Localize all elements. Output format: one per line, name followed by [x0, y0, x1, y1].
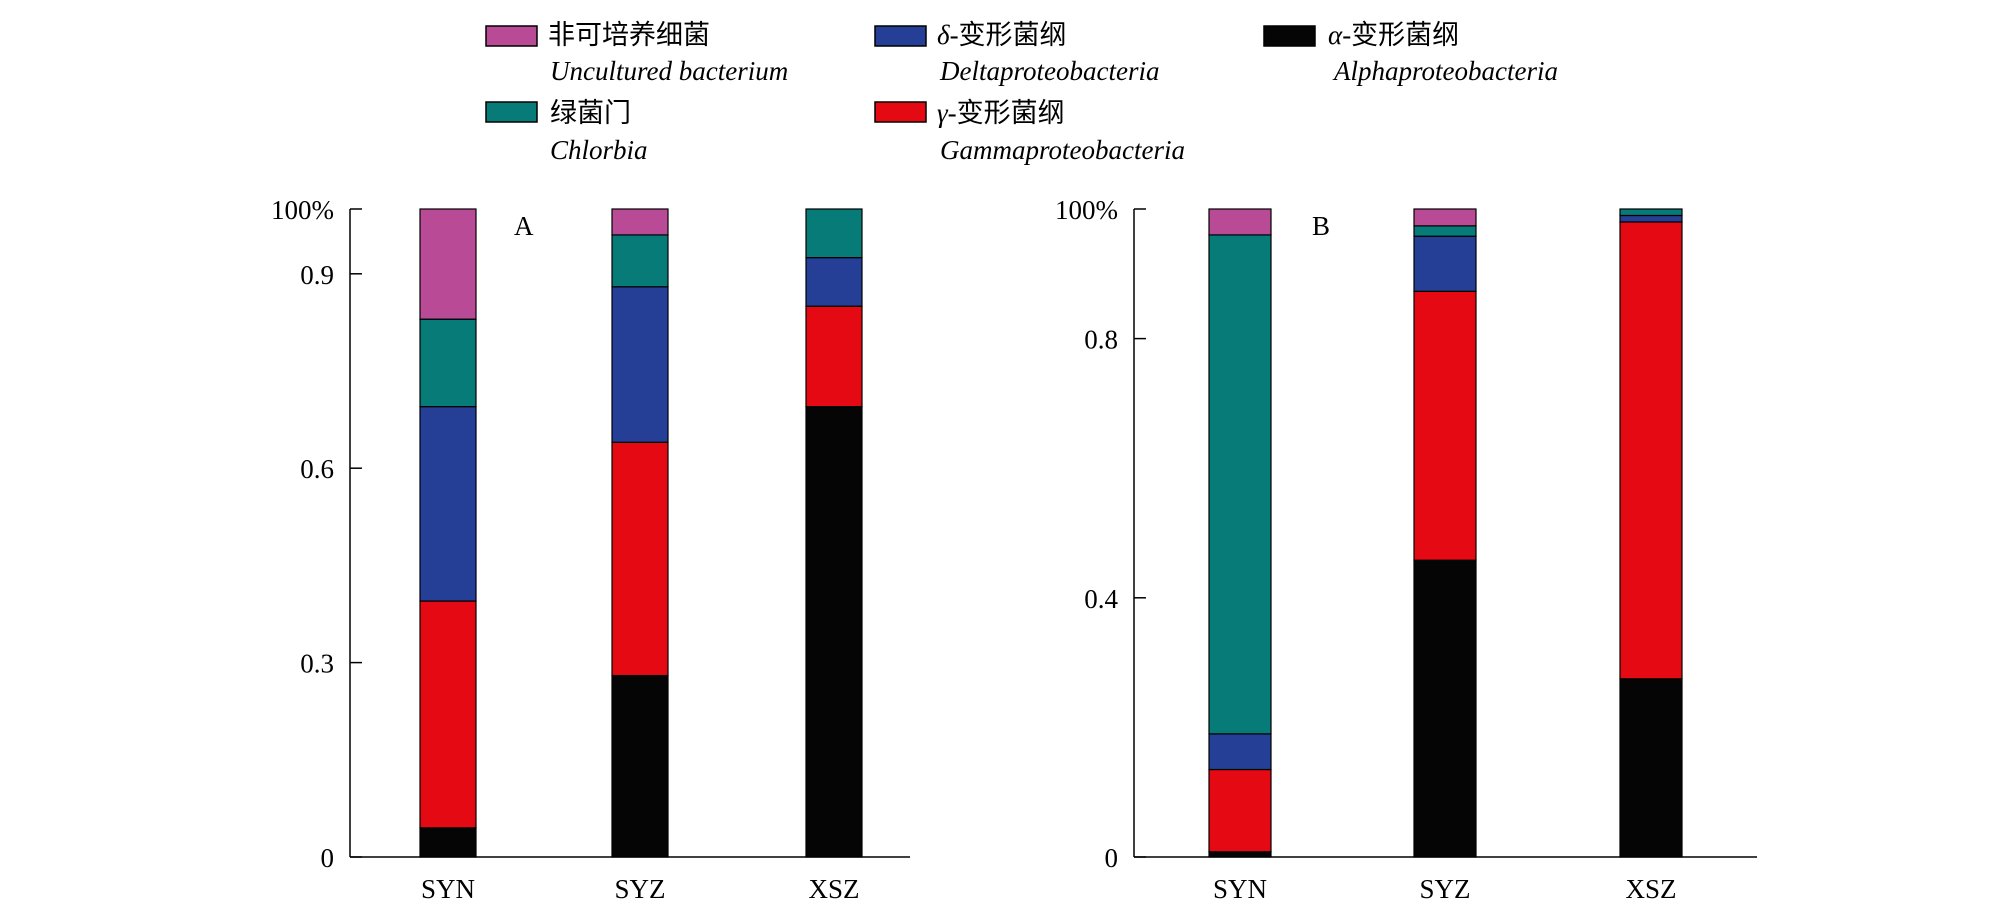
legend-swatch-delta: [874, 25, 927, 47]
panel-b-ytick-label: 0.4: [1084, 584, 1118, 614]
panel-a-label: A: [514, 211, 534, 241]
legend-latin-delta: Deltaproteobacteria: [939, 56, 1159, 86]
legend: 非可培养细菌 Uncultured bacterium δ-变形菌纲 Delta…: [485, 20, 1558, 165]
panel-a-ytick-label: 0.9: [300, 260, 334, 290]
panel-b-bar-syn-chlorbia: [1208, 234, 1272, 735]
panel-b-xlabel-syn: SYN: [1213, 874, 1267, 904]
panel-b-bar-syz-alphaproteobacteria: [1413, 559, 1477, 858]
panel-b-bar-syz-chlorbia: [1413, 225, 1477, 237]
panel-a-bar-syn-alphaproteobacteria: [419, 827, 477, 858]
panel-b-bar-syn-deltaproteobacteria: [1208, 733, 1272, 771]
panel-a-bar-syz-uncultured-bacterium: [611, 208, 669, 236]
legend-item-alpha: α-变形菌纲 Alphaproteobacteria: [1263, 20, 1558, 86]
panel-a-bar-syz-gammaproteobacteria: [611, 441, 669, 677]
panel-b-bar-syz-uncultured-bacterium: [1413, 208, 1477, 227]
panel-a-ytick-label: 0.6: [300, 454, 334, 484]
legend-swatch-alpha: [1263, 25, 1316, 47]
panel-b-ytick-label: 0.8: [1084, 325, 1118, 355]
panel-a-bar-syn-gammaproteobacteria: [419, 600, 477, 829]
legend-cn-alpha: α-变形菌纲: [1328, 20, 1459, 50]
panel-b-bar-syn-gammaproteobacteria: [1208, 768, 1272, 853]
panel-b-label: B: [1312, 211, 1330, 241]
panel-a-y-ticks: 0 0.3 0.6 0.9 100%: [271, 195, 362, 873]
panel-b-bar-syz-deltaproteobacteria: [1413, 235, 1477, 292]
legend-cn-gamma: γ-变形菌纲: [937, 98, 1065, 128]
panel-a-bar-syz-chlorbia: [611, 234, 669, 288]
legend-swatch-chlorbia: [485, 101, 538, 123]
panel-a-bar-syn-uncultured-bacterium: [419, 208, 477, 320]
panel-b-bars: [1208, 208, 1683, 858]
panel-b-x-labels: SYN SYZ XSZ: [1213, 874, 1677, 904]
legend-swatch-gamma: [874, 101, 927, 123]
legend-item-gamma: γ-变形菌纲 Gammaproteobacteria: [874, 98, 1185, 165]
panel-b-bar-syn-alphaproteobacteria: [1208, 851, 1272, 858]
panel-a-x-labels: SYN SYZ XSZ: [421, 874, 860, 904]
panel-b-y-ticks: 0 0.4 0.8 100%: [1055, 195, 1146, 873]
panel-a-xlabel-syz: SYZ: [614, 874, 665, 904]
panel-a-xlabel-xsz: XSZ: [808, 874, 859, 904]
panel-a-bar-syz-deltaproteobacteria: [611, 286, 669, 443]
panel-a-bars: [419, 208, 863, 858]
panel-b-ytick-label: 0: [1105, 843, 1119, 873]
legend-latin-uncultured: Uncultured bacterium: [550, 56, 788, 86]
panel-b-xlabel-syz: SYZ: [1419, 874, 1470, 904]
panel-b-xlabel-xsz: XSZ: [1625, 874, 1676, 904]
panel-b-bar-xsz-deltaproteobacteria: [1619, 214, 1683, 223]
panel-a-xlabel-syn: SYN: [421, 874, 475, 904]
panel-b-bar-syn-uncultured-bacterium: [1208, 208, 1272, 236]
panel-a-bar-syz-alphaproteobacteria: [611, 674, 669, 858]
panel-b-bar-xsz-alphaproteobacteria: [1619, 678, 1683, 858]
panel-a-bar-xsz-alphaproteobacteria: [805, 406, 863, 858]
panel-a-bar-syn-chlorbia: [419, 318, 477, 408]
legend-cn-chlorbia: 绿菌门: [550, 98, 631, 128]
panel-b-ytick-label: 100%: [1055, 195, 1118, 225]
legend-cn-delta: δ-变形菌纲: [937, 20, 1067, 50]
legend-item-uncultured: 非可培养细菌 Uncultured bacterium: [485, 20, 788, 86]
panel-a-ytick-label: 100%: [271, 195, 334, 225]
panel-a-bar-xsz-gammaproteobacteria: [805, 305, 863, 408]
panel-a-bar-xsz-chlorbia: [805, 208, 863, 259]
legend-swatch-uncultured: [485, 25, 538, 47]
legend-item-chlorbia: 绿菌门 Chlorbia: [485, 98, 648, 165]
panel-a-bar-xsz-deltaproteobacteria: [805, 257, 863, 307]
legend-cn-uncultured: 非可培养细菌: [548, 20, 710, 50]
panel-a-ytick-label: 0.3: [300, 649, 334, 679]
panel-a-bar-syn-deltaproteobacteria: [419, 406, 477, 602]
panel-a: A 0 0.3 0.6 0.9 100% SYN SYZ XSZ: [271, 195, 910, 904]
legend-item-delta: δ-变形菌纲 Deltaproteobacteria: [874, 20, 1159, 86]
panel-b-bar-xsz-chlorbia: [1619, 208, 1683, 217]
panel-b-bar-syz-gammaproteobacteria: [1413, 290, 1477, 561]
panel-a-ytick-label: 0: [321, 843, 335, 873]
legend-latin-chlorbia: Chlorbia: [550, 135, 648, 165]
panel-b: B 0 0.4 0.8 100% SYN SYZ XSZ: [1055, 195, 1757, 904]
legend-latin-gamma: Gammaproteobacteria: [940, 135, 1185, 165]
legend-latin-alpha: Alphaproteobacteria: [1332, 56, 1558, 86]
panel-b-bar-xsz-gammaproteobacteria: [1619, 221, 1683, 680]
